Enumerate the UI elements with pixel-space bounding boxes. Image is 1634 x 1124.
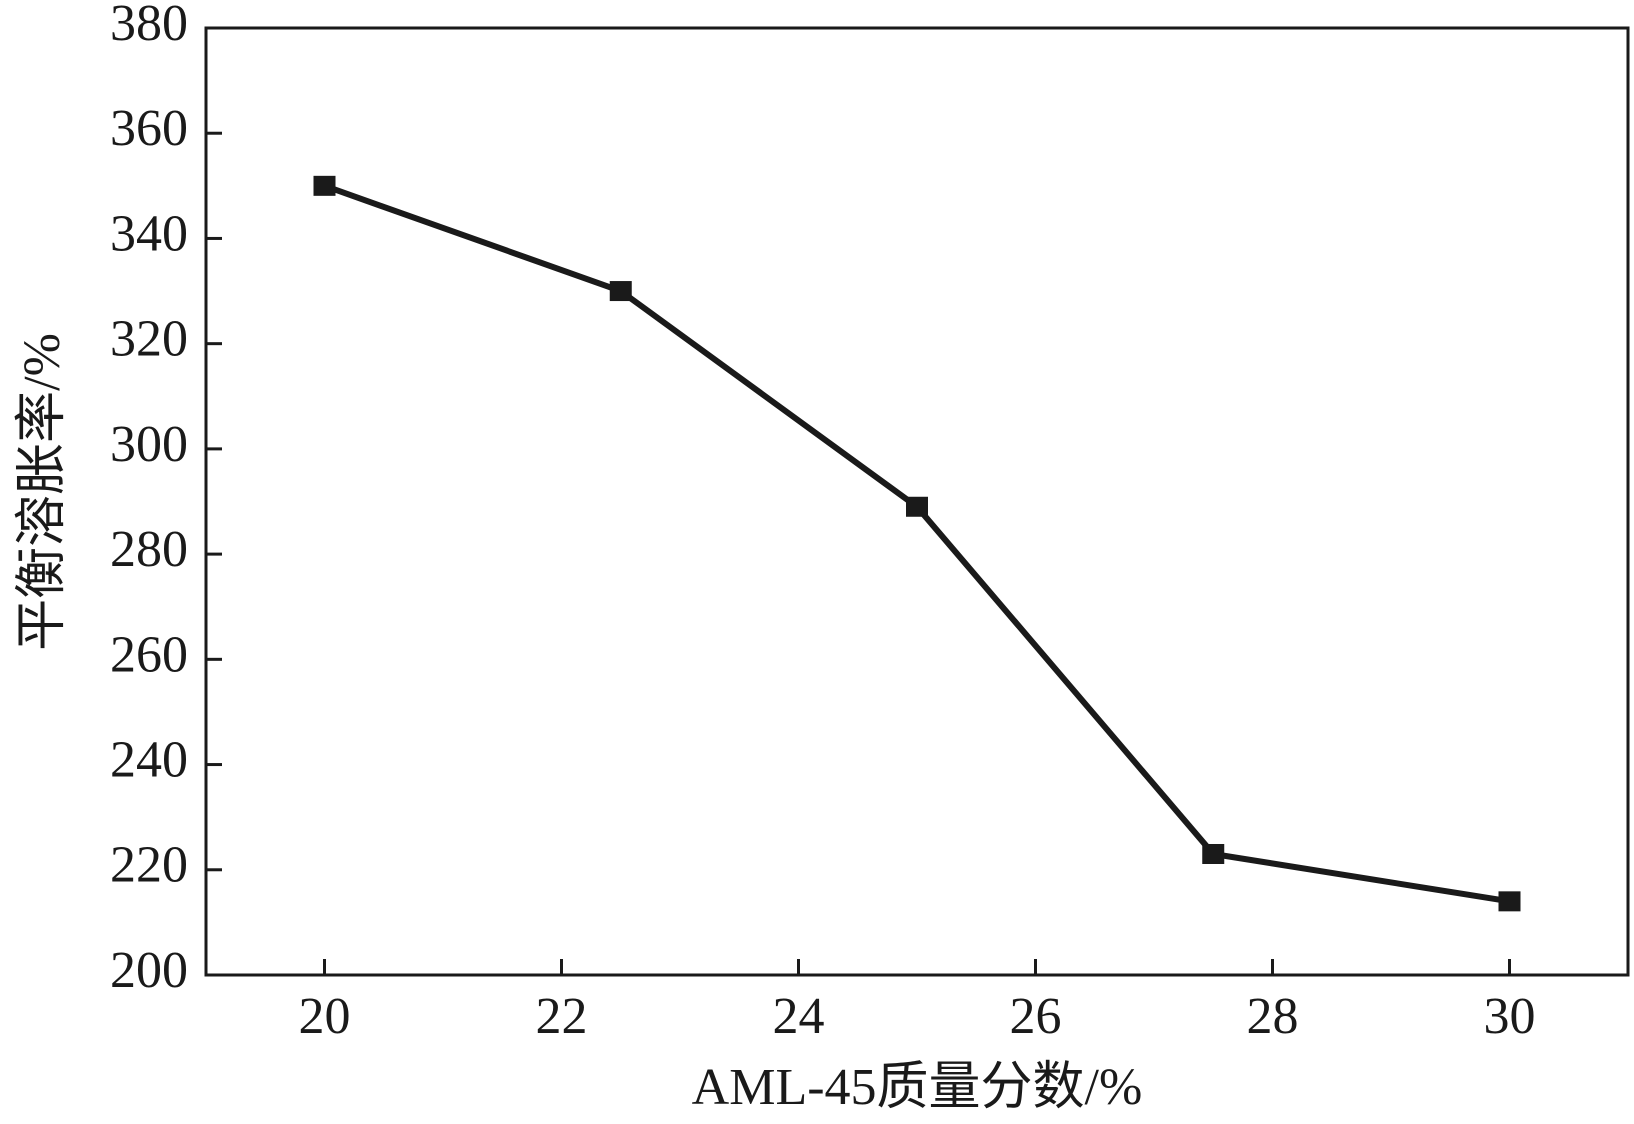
y-tick-label: 260 [110,626,188,683]
y-tick-label: 380 [110,0,188,52]
y-tick-label: 200 [110,942,188,999]
x-tick-label: 20 [299,988,351,1045]
y-axis-label: 平衡溶胀率/% [14,333,71,651]
y-tick-label: 240 [110,731,188,788]
marker [609,281,632,302]
y-tick-label: 300 [110,416,188,473]
marker [906,496,928,517]
x-tick-label: 30 [1484,988,1536,1045]
x-tick-label: 22 [536,988,588,1045]
y-tick-label: 280 [110,521,188,578]
marker [1498,891,1521,912]
marker [1202,843,1225,864]
x-tick-label: 24 [773,988,825,1045]
marker [313,175,336,196]
y-tick-label: 340 [110,205,188,262]
y-tick-label: 360 [110,100,188,157]
y-tick-label: 320 [110,311,188,368]
x-axis-label: AML-45质量分数/% [692,1059,1143,1116]
line [323,183,1510,905]
x-tick-label: 28 [1247,988,1299,1045]
y-tick-label: 220 [110,837,188,894]
plot-frame [204,26,1630,977]
x-tick-label: 26 [1010,988,1062,1045]
